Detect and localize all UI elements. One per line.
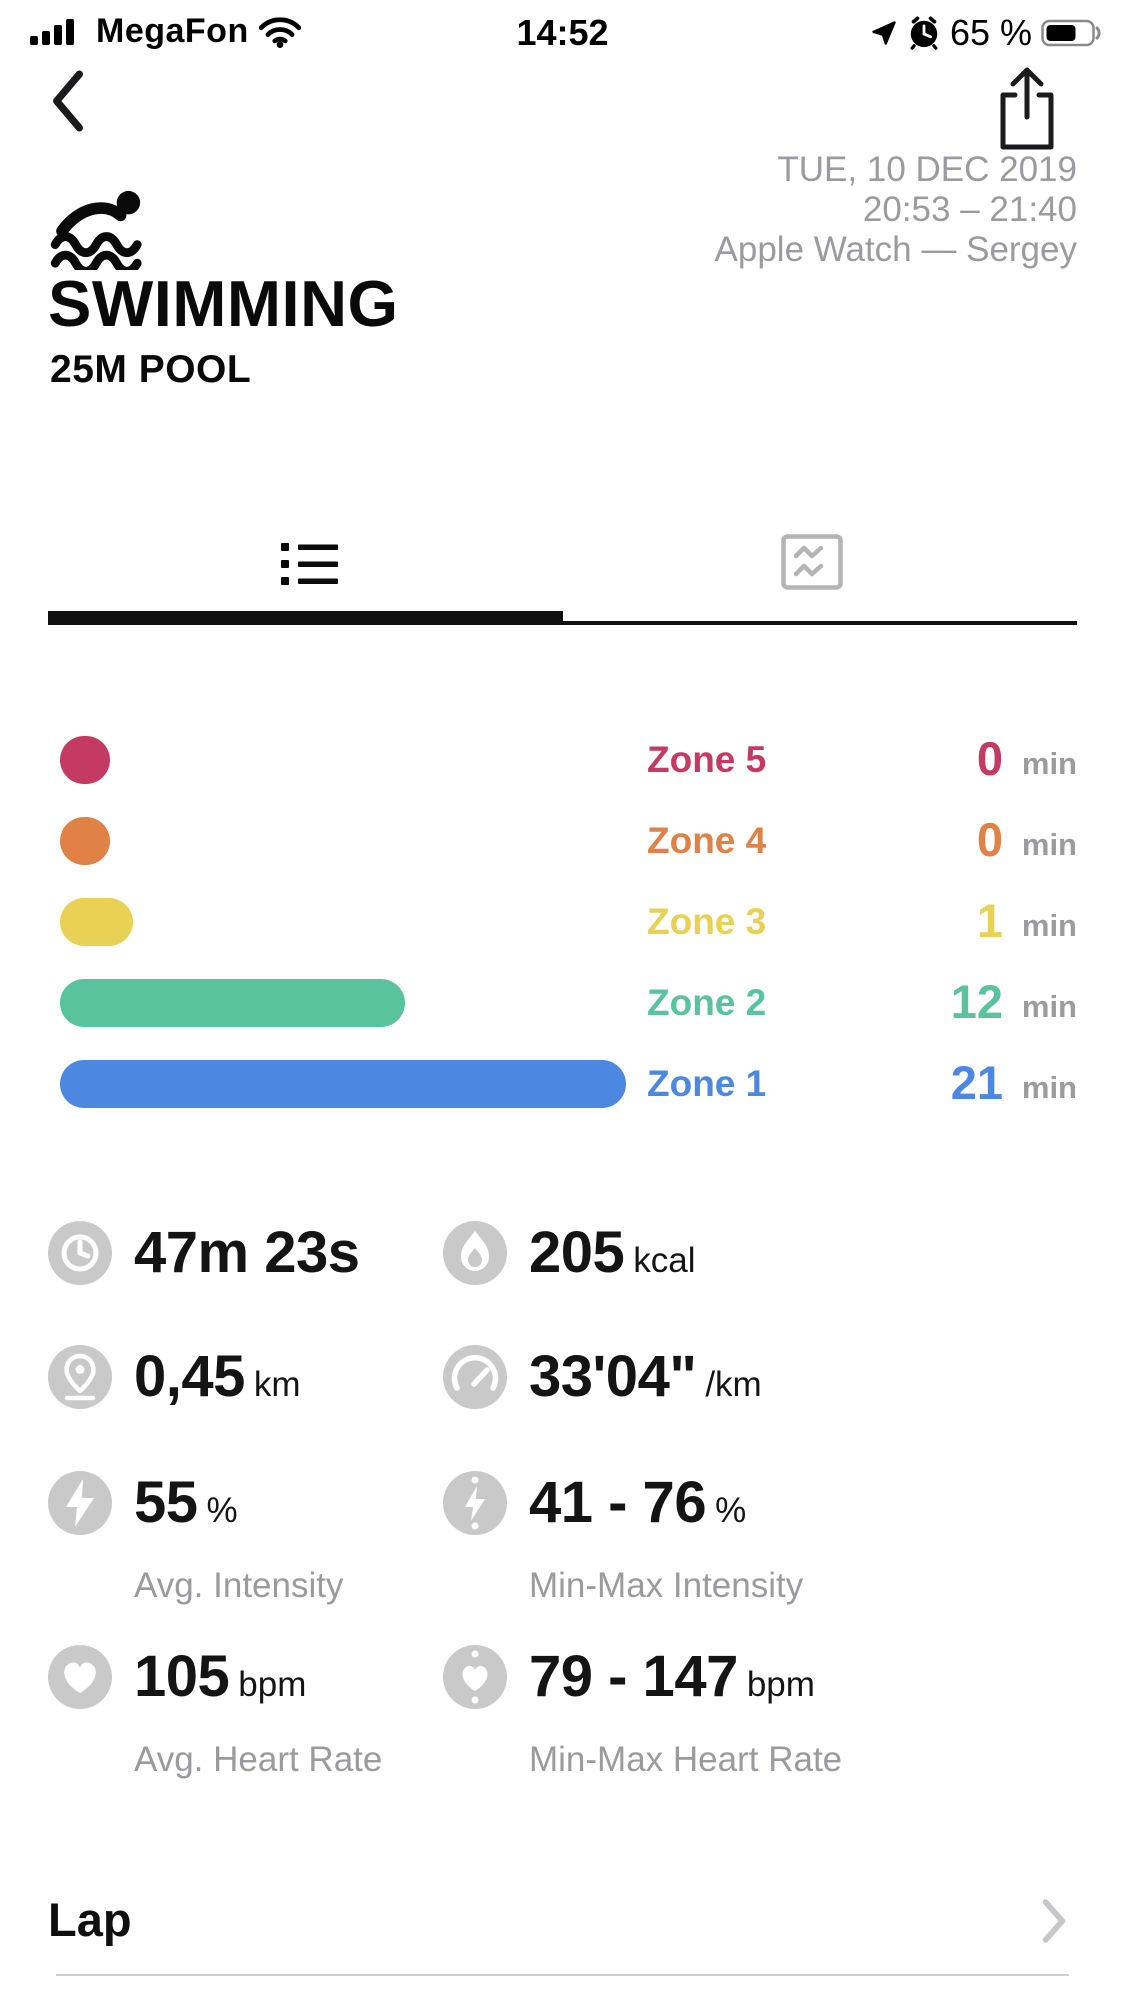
stat-minmax-heart-rate: 79 - 147 bpm Min-Max Heart Rate bbox=[443, 1645, 842, 1780]
workout-title: SWIMMING bbox=[48, 267, 399, 340]
zone-value: 0 bbox=[976, 732, 1003, 785]
stat-unit: % bbox=[206, 1491, 238, 1530]
zone-bar bbox=[60, 979, 405, 1027]
stat-value: 0,45 bbox=[134, 1344, 245, 1409]
heart-icon bbox=[48, 1645, 112, 1709]
stat-value: 33'04" bbox=[529, 1344, 697, 1409]
session-device: Apple Watch — Sergey bbox=[714, 230, 1077, 269]
carrier-label: MegaFon bbox=[96, 12, 249, 50]
zone-unit: min bbox=[1021, 1070, 1077, 1105]
stat-value: 79 - 147 bbox=[529, 1644, 738, 1709]
zone-unit: min bbox=[1021, 908, 1077, 943]
stat-unit: bpm bbox=[746, 1665, 815, 1704]
zone-bar bbox=[60, 736, 110, 784]
stat-unit: bpm bbox=[238, 1665, 307, 1704]
workout-subtitle: 25M POOL bbox=[50, 348, 252, 391]
zone-bar bbox=[60, 898, 133, 946]
stat-value: 47m 23s bbox=[134, 1220, 360, 1285]
battery-percent-label: 65 % bbox=[949, 12, 1032, 53]
back-button[interactable] bbox=[48, 70, 92, 132]
battery-icon bbox=[1041, 19, 1101, 47]
stat-unit: /km bbox=[705, 1365, 762, 1404]
session-time-range: 20:53 – 21:40 bbox=[862, 190, 1077, 229]
swimmer-icon bbox=[50, 188, 158, 276]
zone-bar bbox=[60, 817, 110, 865]
stat-pace: 33'04"/km bbox=[443, 1345, 762, 1424]
calories-flame-icon bbox=[443, 1221, 507, 1285]
zone-bar bbox=[60, 1060, 626, 1108]
stat-unit: % bbox=[715, 1491, 747, 1530]
status-bar-left: MegaFon bbox=[30, 12, 301, 51]
bottom-divider bbox=[56, 1974, 1069, 1976]
zone-label: Zone 2 bbox=[647, 982, 767, 1023]
share-button[interactable] bbox=[995, 64, 1059, 154]
stat-duration: 47m 23s bbox=[48, 1221, 368, 1300]
zone-row: Zone 2 12 min bbox=[0, 975, 1125, 1028]
zone-label: Zone 3 bbox=[647, 901, 767, 942]
session-date: TUE, 10 DEC 2019 bbox=[777, 150, 1077, 189]
status-bar-right: 65 % bbox=[870, 12, 1105, 54]
zone-unit: min bbox=[1021, 746, 1077, 781]
stat-value: 105 bbox=[134, 1644, 230, 1709]
active-tab-indicator bbox=[48, 611, 563, 625]
stat-avg-heart-rate: 105 bpm Avg. Heart Rate bbox=[48, 1645, 382, 1780]
zone-value: 12 bbox=[950, 975, 1003, 1028]
zone-row: Zone 4 0 min bbox=[0, 813, 1125, 866]
signal-bars-icon bbox=[30, 18, 74, 45]
stat-label: Avg. Heart Rate bbox=[134, 1740, 383, 1779]
list-icon bbox=[281, 543, 338, 585]
zone-label: Zone 4 bbox=[647, 820, 767, 861]
stat-label: Min-Max Heart Rate bbox=[529, 1740, 843, 1779]
zone-unit: min bbox=[1021, 827, 1077, 862]
distance-pin-icon bbox=[48, 1345, 112, 1409]
lap-row[interactable]: Lap bbox=[0, 1884, 1125, 1956]
session-meta: TUE, 10 DEC 2019 20:53 – 21:40 Apple Wat… bbox=[715, 150, 1077, 270]
zone-value: 0 bbox=[976, 813, 1003, 866]
zone-label: Zone 1 bbox=[647, 1063, 767, 1104]
stat-distance: 0,45 km bbox=[48, 1345, 301, 1424]
location-arrow-icon bbox=[872, 21, 896, 45]
stat-unit: kcal bbox=[633, 1241, 696, 1280]
zone-row: Zone 1 21 min bbox=[0, 1056, 1125, 1109]
zone-row: Zone 5 0 min bbox=[0, 732, 1125, 785]
share-icon bbox=[1000, 67, 1054, 150]
stat-minmax-intensity: 41 - 76% Min-Max Intensity bbox=[443, 1471, 803, 1606]
stat-avg-intensity: 55% Avg. Intensity bbox=[48, 1471, 343, 1606]
intensity-bolt-icon bbox=[48, 1471, 112, 1535]
tab-details[interactable] bbox=[281, 540, 341, 588]
chart-icon bbox=[781, 534, 843, 590]
stat-label: Min-Max Intensity bbox=[529, 1566, 804, 1605]
stat-value: 205 bbox=[529, 1220, 625, 1285]
zone-value: 1 bbox=[976, 894, 1003, 947]
chevron-right-icon bbox=[1041, 1898, 1067, 1949]
stat-calories: 205 kcal bbox=[443, 1221, 696, 1300]
clock-icon bbox=[48, 1221, 112, 1285]
wifi-icon bbox=[258, 16, 301, 48]
back-chevron-icon bbox=[53, 70, 83, 132]
pace-gauge-icon bbox=[443, 1345, 507, 1409]
lap-label: Lap bbox=[48, 1893, 132, 1946]
stat-label: Avg. Intensity bbox=[134, 1566, 344, 1605]
status-time: 14:52 bbox=[516, 12, 609, 53]
zone-row: Zone 3 1 min bbox=[0, 894, 1125, 947]
stat-value: 55 bbox=[134, 1470, 198, 1535]
minmax-intensity-icon bbox=[443, 1471, 507, 1535]
stat-unit: km bbox=[253, 1365, 301, 1404]
minmax-heart-icon bbox=[443, 1645, 507, 1709]
tab-charts[interactable] bbox=[781, 534, 843, 590]
alarm-icon bbox=[910, 16, 938, 50]
stat-value: 41 - 76 bbox=[529, 1470, 707, 1535]
zone-unit: min bbox=[1021, 989, 1077, 1024]
zone-label: Zone 5 bbox=[647, 739, 767, 780]
zone-value: 21 bbox=[950, 1056, 1003, 1109]
